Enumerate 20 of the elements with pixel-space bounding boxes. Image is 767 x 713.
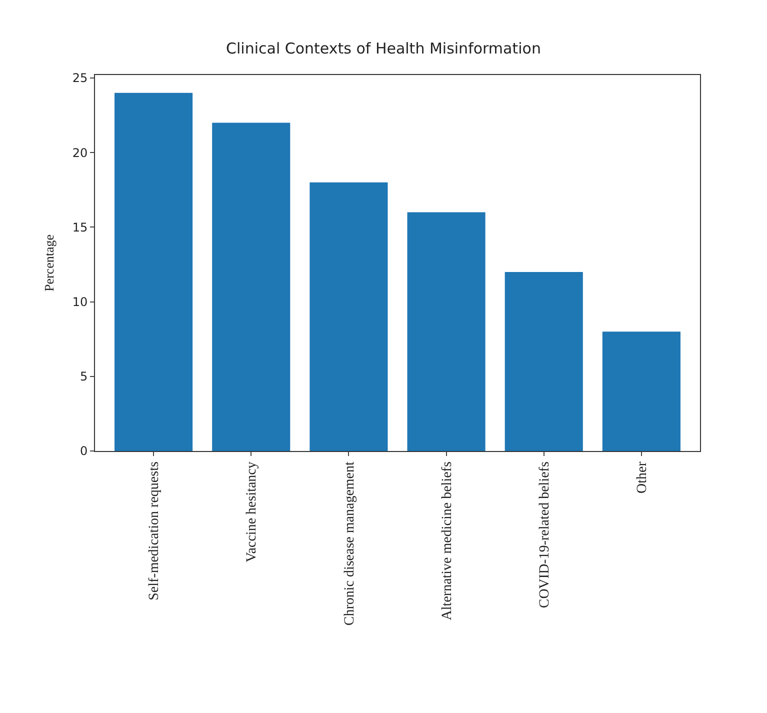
bar bbox=[310, 182, 388, 451]
bar bbox=[504, 272, 583, 451]
y-tick-label: 5 bbox=[80, 370, 88, 384]
x-tick-label: Alternative medicine beliefs bbox=[440, 462, 455, 620]
y-tick-label: 20 bbox=[72, 146, 88, 160]
x-tick-label: Chronic disease management bbox=[342, 461, 358, 626]
chart-title: Clinical Contexts of Health Misinformation bbox=[226, 39, 541, 58]
y-tick-label: 25 bbox=[72, 71, 88, 86]
x-tick-label: Self-medication requests bbox=[147, 462, 162, 600]
bar bbox=[407, 212, 486, 451]
bar bbox=[602, 332, 680, 451]
bar bbox=[212, 122, 290, 451]
y-axis-title: Percentage bbox=[41, 234, 56, 292]
y-tick-label: 10 bbox=[72, 294, 88, 309]
x-tick-label: Vaccine hesitancy bbox=[244, 462, 260, 562]
y-tick-label: 0 bbox=[80, 444, 88, 458]
y-tick-label: 15 bbox=[72, 220, 88, 234]
x-tick-label: COVID-19-related beliefs bbox=[537, 462, 552, 608]
x-tick-label: Other bbox=[635, 461, 650, 494]
bar bbox=[114, 92, 193, 451]
